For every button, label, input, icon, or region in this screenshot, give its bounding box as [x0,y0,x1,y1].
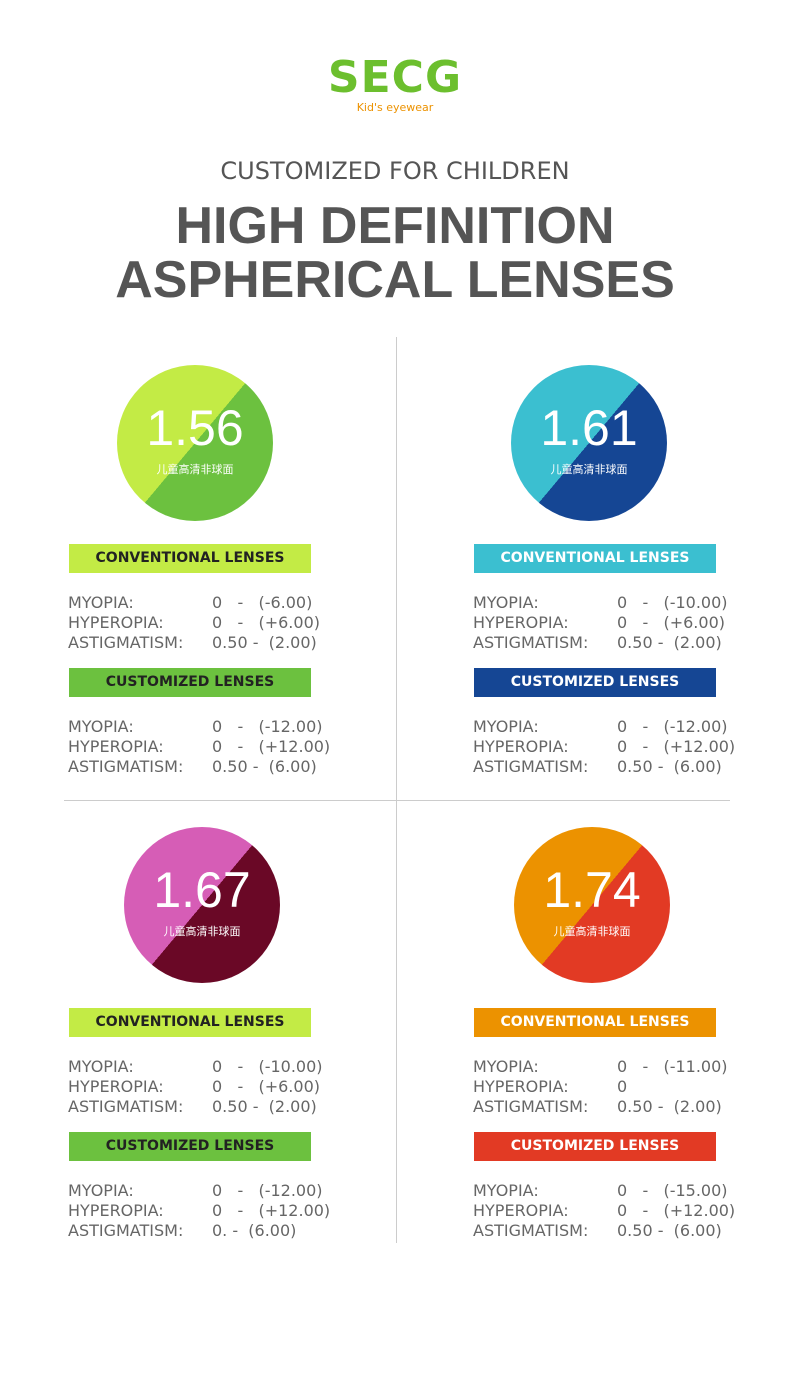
spec-range: 0.50 - (6.00) [617,1221,722,1240]
spec-range: 0 - (+12.00) [617,1201,736,1220]
spec-range: 0.50 - (2.00) [617,633,722,652]
customized-label: CUSTOMIZED LENSES [474,1132,716,1161]
spec-range: 0 - (-10.00) [617,593,728,612]
spec-range: 0 [617,1077,628,1096]
spec-range: 0.50 - (2.00) [212,1097,317,1116]
lens-badge: 1.74 儿童高清非球面 [514,827,670,983]
spec-name: ASTIGMATISM: [68,757,184,776]
spec-name: HYPEROPIA: [68,613,164,632]
lens-caption: 儿童高清非球面 [163,925,241,938]
spec-name: ASTIGMATISM: [473,1097,589,1116]
customized-label: CUSTOMIZED LENSES [474,668,716,697]
spec-name: HYPEROPIA: [68,1077,164,1096]
spec-name: ASTIGMATISM: [473,1221,589,1240]
subtitle: CUSTOMIZED FOR CHILDREN [220,157,570,185]
customized-label: CUSTOMIZED LENSES [69,668,311,697]
lens-index: 1.67 [153,862,251,918]
spec-range: 0 - (+6.00) [617,613,725,632]
lens-caption: 儿童高清非球面 [550,463,628,476]
conventional-label: CONVENTIONAL LENSES [69,544,311,573]
spec-range: 0 - (+12.00) [212,1201,331,1220]
lens-index: 1.74 [543,862,641,918]
lens-index: 1.56 [146,400,244,456]
spec-name: ASTIGMATISM: [68,1221,184,1240]
lens-caption: 儿童高清非球面 [553,925,631,938]
lens-badge: 1.61 儿童高清非球面 [511,365,667,521]
spec-name: HYPEROPIA: [473,1201,569,1220]
spec-range: 0 - (-6.00) [212,593,313,612]
conventional-label: CONVENTIONAL LENSES [474,544,716,573]
spec-name: MYOPIA: [68,593,134,612]
spec-range: 0 - (-12.00) [212,717,323,736]
spec-name: HYPEROPIA: [68,737,164,756]
spec-range: 0 - (-12.00) [212,1181,323,1200]
spec-range: 0.50 - (2.00) [617,1097,722,1116]
spec-name: MYOPIA: [473,1057,539,1076]
spec-range: 0 - (+6.00) [212,1077,320,1096]
spec-name: MYOPIA: [68,1181,134,1200]
spec-name: MYOPIA: [68,1057,134,1076]
conventional-label: CONVENTIONAL LENSES [474,1008,716,1037]
spec-range: 0 - (+12.00) [617,737,736,756]
spec-range: 0.50 - (6.00) [212,757,317,776]
spec-name: ASTIGMATISM: [473,633,589,652]
lens-badge: 1.67 儿童高清非球面 [124,827,280,983]
spec-range: 0 - (-12.00) [617,717,728,736]
lens-index: 1.61 [540,400,638,456]
spec-name: HYPEROPIA: [473,613,569,632]
spec-range: 0. - (6.00) [212,1221,297,1240]
spec-name: MYOPIA: [68,717,134,736]
spec-name: MYOPIA: [473,1181,539,1200]
spec-name: ASTIGMATISM: [68,1097,184,1116]
spec-range: 0 - (+12.00) [212,737,331,756]
divider [64,800,730,801]
spec-name: ASTIGMATISM: [473,757,589,776]
spec-name: MYOPIA: [473,593,539,612]
spec-range: 0 - (-11.00) [617,1057,728,1076]
lens-caption: 儿童高清非球面 [156,463,234,476]
spec-range: 0 - (-15.00) [617,1181,728,1200]
logo-brand: SECG [327,52,463,103]
spec-name: ASTIGMATISM: [68,633,184,652]
conventional-label: CONVENTIONAL LENSES [69,1008,311,1037]
title-line: HIGH DEFINITION [175,197,615,255]
logo-tagline: Kid's eyewear [356,101,434,114]
lens-badge: 1.56 儿童高清非球面 [117,365,273,521]
spec-name: MYOPIA: [473,717,539,736]
spec-range: 0 - (+6.00) [212,613,320,632]
title-line: ASPHERICAL LENSES [115,251,675,309]
customized-label: CUSTOMIZED LENSES [69,1132,311,1161]
spec-name: HYPEROPIA: [473,1077,569,1096]
spec-range: 0.50 - (6.00) [617,757,722,776]
spec-range: 0 - (-10.00) [212,1057,323,1076]
spec-name: HYPEROPIA: [473,737,569,756]
spec-range: 0.50 - (2.00) [212,633,317,652]
spec-name: HYPEROPIA: [68,1201,164,1220]
divider [396,337,397,1243]
